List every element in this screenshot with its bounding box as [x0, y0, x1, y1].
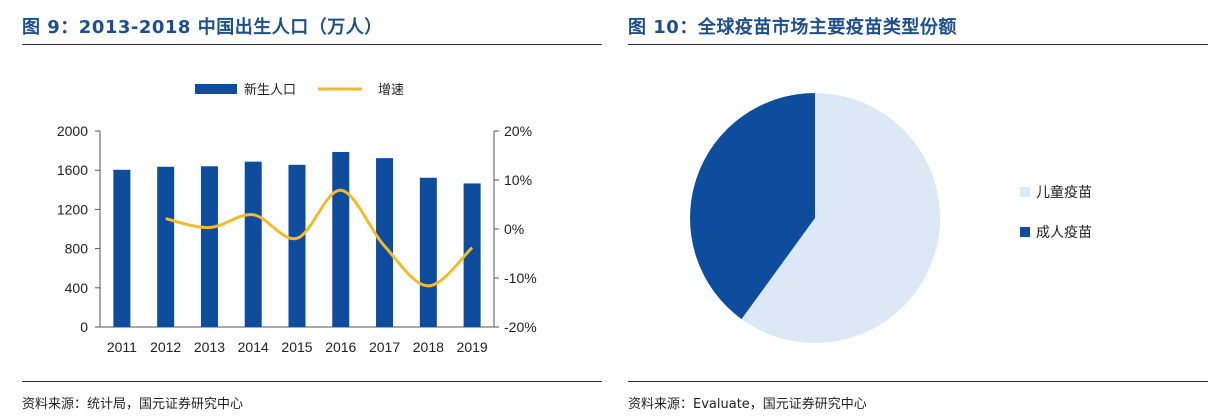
x-tick-label: 2018: [413, 339, 444, 355]
left-y-tick-label: 2000: [57, 123, 88, 139]
right-y-tick-label: -20%: [504, 319, 537, 335]
x-tick-label: 2012: [150, 339, 181, 355]
x-tick-label: 2016: [325, 339, 356, 355]
x-tick-label: 2019: [457, 339, 488, 355]
bar-2018: [419, 177, 437, 327]
left-source-rule: [22, 381, 602, 382]
bar-line-chart: 0 400 800 1200 1600 2000 -20% -10% 0% 10% 20% 2011 2…: [57, 82, 537, 355]
bar-2012: [157, 166, 175, 327]
bar-2013: [200, 166, 218, 327]
legend-label-growth: 增速: [378, 82, 404, 97]
pie-legend-swatch-children: [1020, 187, 1030, 197]
pie-slice-adult: [690, 93, 815, 320]
bar-2016: [332, 151, 350, 327]
left-y-tick-label: 800: [65, 241, 89, 257]
left-y-tick-label: 0: [80, 319, 88, 335]
right-y-tick-label: -10%: [504, 270, 537, 286]
right-y-tick-label: 10%: [504, 172, 532, 188]
bar-2017: [376, 158, 394, 327]
bar-2015: [288, 164, 306, 327]
left-y-tick-label: 1600: [57, 162, 88, 178]
x-tick-label: 2011: [107, 339, 137, 355]
x-tick-label: 2015: [281, 339, 312, 355]
bar-2014: [244, 161, 262, 327]
right-chart-title: 图 10：全球疫苗市场主要疫苗类型份额: [628, 17, 957, 38]
left-y-tick-label: 1200: [57, 201, 88, 217]
legend-label-births: 新生人口: [244, 82, 296, 97]
right-source-note: 资料来源：Evaluate，国元证券研究中心: [628, 397, 867, 412]
x-tick-label: 2017: [369, 339, 400, 355]
legend-swatch-births: [195, 84, 237, 94]
right-y-tick-label: 20%: [504, 123, 532, 139]
left-y-tick-label: 400: [65, 280, 89, 296]
x-tick-label: 2014: [238, 339, 269, 355]
x-tick-label: 2013: [194, 339, 225, 355]
right-title-rule: [628, 44, 1208, 45]
pie-slice-children: [741, 93, 940, 343]
pie-legend-label-adult: 成人疫苗: [1036, 224, 1092, 240]
pie-legend-label-children: 儿童疫苗: [1036, 184, 1092, 200]
left-title-rule: [22, 44, 602, 45]
bar-2019: [463, 183, 481, 327]
right-y-tick-label: 0%: [504, 221, 524, 237]
left-source-note: 资料来源：统计局，国元证券研究中心: [22, 397, 244, 412]
growth-rate-line: [165, 188, 474, 288]
right-source-rule: [628, 381, 1208, 382]
bar-2011: [113, 169, 131, 327]
pie-legend-swatch-adult: [1020, 227, 1030, 237]
left-chart-title: 图 9：2013-2018 中国出生人口（万人）: [22, 17, 383, 38]
